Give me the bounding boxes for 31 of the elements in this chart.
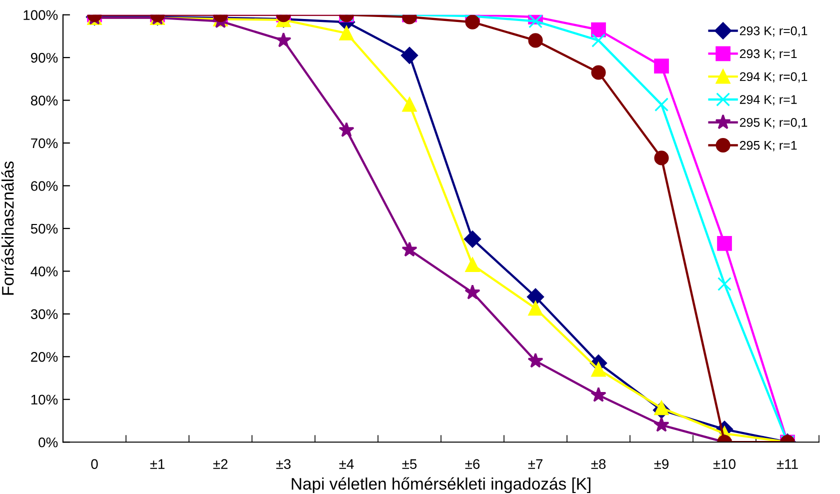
legend-label: 295 K; r=0,1 [740, 118, 808, 128]
legend-label: 293 K; r=1 [740, 49, 797, 60]
legend-label: 294 K; r=0,1 [740, 72, 808, 83]
y-tick-label: 30% [30, 309, 58, 320]
y-tick-label: 90% [30, 52, 58, 63]
y-tick-label: 0% [38, 437, 58, 448]
x-tick-label: ±4 [339, 459, 354, 469]
x-tick-label: ±8 [591, 459, 606, 469]
y-tick-label: 100% [24, 10, 58, 20]
legend-label: 294 K; r=1 [740, 95, 797, 106]
legend-label: 293 K; r=0,1 [740, 26, 808, 37]
x-tick-label: ±3 [276, 459, 291, 469]
x-axis-title: Napi véletlen hőmérsékleti ingadozás [K] [292, 477, 590, 494]
y-tick-label: 70% [31, 138, 58, 148]
legend-label: 295 K; r=1 [740, 140, 797, 152]
x-tick-label: ±2 [213, 459, 228, 469]
x-tick-label: ±9 [654, 459, 669, 469]
x-tick-label: ±10 [713, 459, 736, 469]
x-tick-label: ±7 [528, 459, 542, 469]
y-tick-label: 50% [30, 224, 58, 234]
y-tick-label: 60% [31, 181, 58, 191]
x-tick-label: ±5 [402, 459, 417, 469]
x-tick-label: ±11 [776, 459, 798, 469]
x-tick-label: ±6 [465, 459, 480, 469]
x-tick-label: ±1 [150, 459, 164, 469]
y-tick-label: 80% [30, 96, 58, 106]
y-tick-label: 20% [31, 352, 58, 362]
y-tick-label: 10% [31, 394, 58, 405]
y-tick-label: 40% [30, 266, 58, 276]
x-tick-label: 0 [91, 459, 98, 469]
y-axis-title: Forráskihasználás [1, 161, 14, 295]
